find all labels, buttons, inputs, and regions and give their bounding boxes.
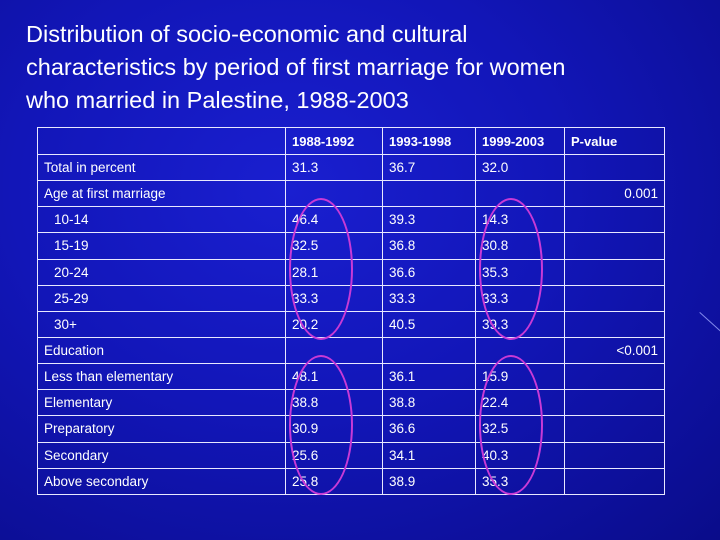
cell-empty bbox=[564, 284, 665, 312]
cell-value: 28.1 bbox=[285, 258, 383, 286]
cell-value: 35.3 bbox=[475, 467, 565, 496]
header-1993-1998: 1993-1998 bbox=[382, 127, 476, 155]
cell-value: 39.3 bbox=[382, 206, 476, 234]
cell-value: 33.3 bbox=[475, 284, 565, 312]
cell-empty bbox=[285, 336, 383, 365]
header-blank bbox=[37, 127, 286, 155]
cell-empty bbox=[564, 389, 665, 417]
cell-value: 33.3 bbox=[285, 284, 383, 312]
row-label: Above secondary bbox=[37, 467, 286, 496]
cell-empty bbox=[564, 232, 665, 260]
cell-value: 36.7 bbox=[382, 153, 476, 182]
cell-empty bbox=[564, 363, 665, 391]
cell-value: 32.0 bbox=[475, 153, 565, 182]
section-row-education: Education <0.001 bbox=[37, 336, 665, 365]
marriage-distribution-table: 1988-1992 1993-1998 1999-2003 P-value To… bbox=[37, 127, 665, 496]
header-p-value: P-value bbox=[564, 127, 665, 155]
row-label: 30+ bbox=[37, 310, 286, 338]
cell-value: 32.5 bbox=[285, 232, 383, 260]
section-label: Age at first marriage bbox=[37, 180, 286, 208]
table-row: Preparatory 30.9 36.6 32.5 bbox=[37, 415, 665, 443]
cell-value: 36.6 bbox=[382, 258, 476, 286]
table-row: 30+ 20.2 40.5 39.3 bbox=[37, 310, 665, 338]
cell-value: 38.8 bbox=[382, 389, 476, 417]
row-label: 25-29 bbox=[37, 284, 286, 312]
cell-value: 35.3 bbox=[475, 258, 565, 286]
cell-empty bbox=[564, 258, 665, 286]
cell-value: 36.8 bbox=[382, 232, 476, 260]
cell-empty bbox=[564, 415, 665, 443]
cell-value: 25.6 bbox=[285, 441, 383, 469]
cell-value: 20.2 bbox=[285, 310, 383, 338]
row-label: 10-14 bbox=[37, 206, 286, 234]
cell-value: 30.8 bbox=[475, 232, 565, 260]
cell-value: 38.9 bbox=[382, 467, 476, 496]
p-value-cell: <0.001 bbox=[564, 336, 665, 365]
row-label: 20-24 bbox=[37, 258, 286, 286]
cell-value: 46.4 bbox=[285, 206, 383, 234]
table-row: 20-24 28.1 36.6 35.3 bbox=[37, 258, 665, 286]
slide-title: Distribution of socio-economic and cultu… bbox=[26, 21, 566, 113]
row-label: Total in percent bbox=[37, 153, 286, 182]
cell-value: 25.8 bbox=[285, 467, 383, 496]
table-row: Less than elementary 48.1 36.1 15.9 bbox=[37, 363, 665, 391]
decorative-line bbox=[699, 312, 720, 340]
row-label: Elementary bbox=[37, 389, 286, 417]
total-row: Total in percent 31.3 36.7 32.0 bbox=[37, 153, 665, 182]
table-row: Secondary 25.6 34.1 40.3 bbox=[37, 441, 665, 469]
table-row: Elementary 38.8 38.8 22.4 bbox=[37, 389, 665, 417]
table-row: Above secondary 25.8 38.9 35.3 bbox=[37, 467, 665, 496]
row-label: Less than elementary bbox=[37, 363, 286, 391]
cell-value: 30.9 bbox=[285, 415, 383, 443]
table-row: 10-14 46.4 39.3 14.3 bbox=[37, 206, 665, 234]
cell-value: 36.6 bbox=[382, 415, 476, 443]
cell-value bbox=[564, 153, 665, 182]
cell-value: 34.1 bbox=[382, 441, 476, 469]
cell-empty bbox=[382, 180, 476, 208]
cell-value: 38.8 bbox=[285, 389, 383, 417]
header-1988-1992: 1988-1992 bbox=[285, 127, 383, 155]
cell-empty bbox=[564, 310, 665, 338]
cell-value: 22.4 bbox=[475, 389, 565, 417]
cell-value: 31.3 bbox=[285, 153, 383, 182]
section-row-age: Age at first marriage 0.001 bbox=[37, 180, 665, 208]
row-label: Secondary bbox=[37, 441, 286, 469]
section-label: Education bbox=[37, 336, 286, 365]
table-row: 15-19 32.5 36.8 30.8 bbox=[37, 232, 665, 260]
cell-empty bbox=[382, 336, 476, 365]
header-row: 1988-1992 1993-1998 1999-2003 P-value bbox=[37, 127, 665, 155]
cell-empty bbox=[475, 180, 565, 208]
cell-value: 32.5 bbox=[475, 415, 565, 443]
cell-value: 33.3 bbox=[382, 284, 476, 312]
row-label: 15-19 bbox=[37, 232, 286, 260]
row-label: Preparatory bbox=[37, 415, 286, 443]
p-value-cell: 0.001 bbox=[564, 180, 665, 208]
cell-value: 40.3 bbox=[475, 441, 565, 469]
cell-empty bbox=[564, 206, 665, 234]
cell-empty bbox=[564, 441, 665, 469]
table-row: 25-29 33.3 33.3 33.3 bbox=[37, 284, 665, 312]
cell-value: 15.9 bbox=[475, 363, 565, 391]
cell-value: 36.1 bbox=[382, 363, 476, 391]
cell-value: 14.3 bbox=[475, 206, 565, 234]
cell-empty bbox=[564, 467, 665, 496]
cell-value: 39.3 bbox=[475, 310, 565, 338]
cell-empty bbox=[475, 336, 565, 365]
cell-value: 48.1 bbox=[285, 363, 383, 391]
header-1999-2003: 1999-2003 bbox=[475, 127, 565, 155]
cell-value: 40.5 bbox=[382, 310, 476, 338]
cell-empty bbox=[285, 180, 383, 208]
